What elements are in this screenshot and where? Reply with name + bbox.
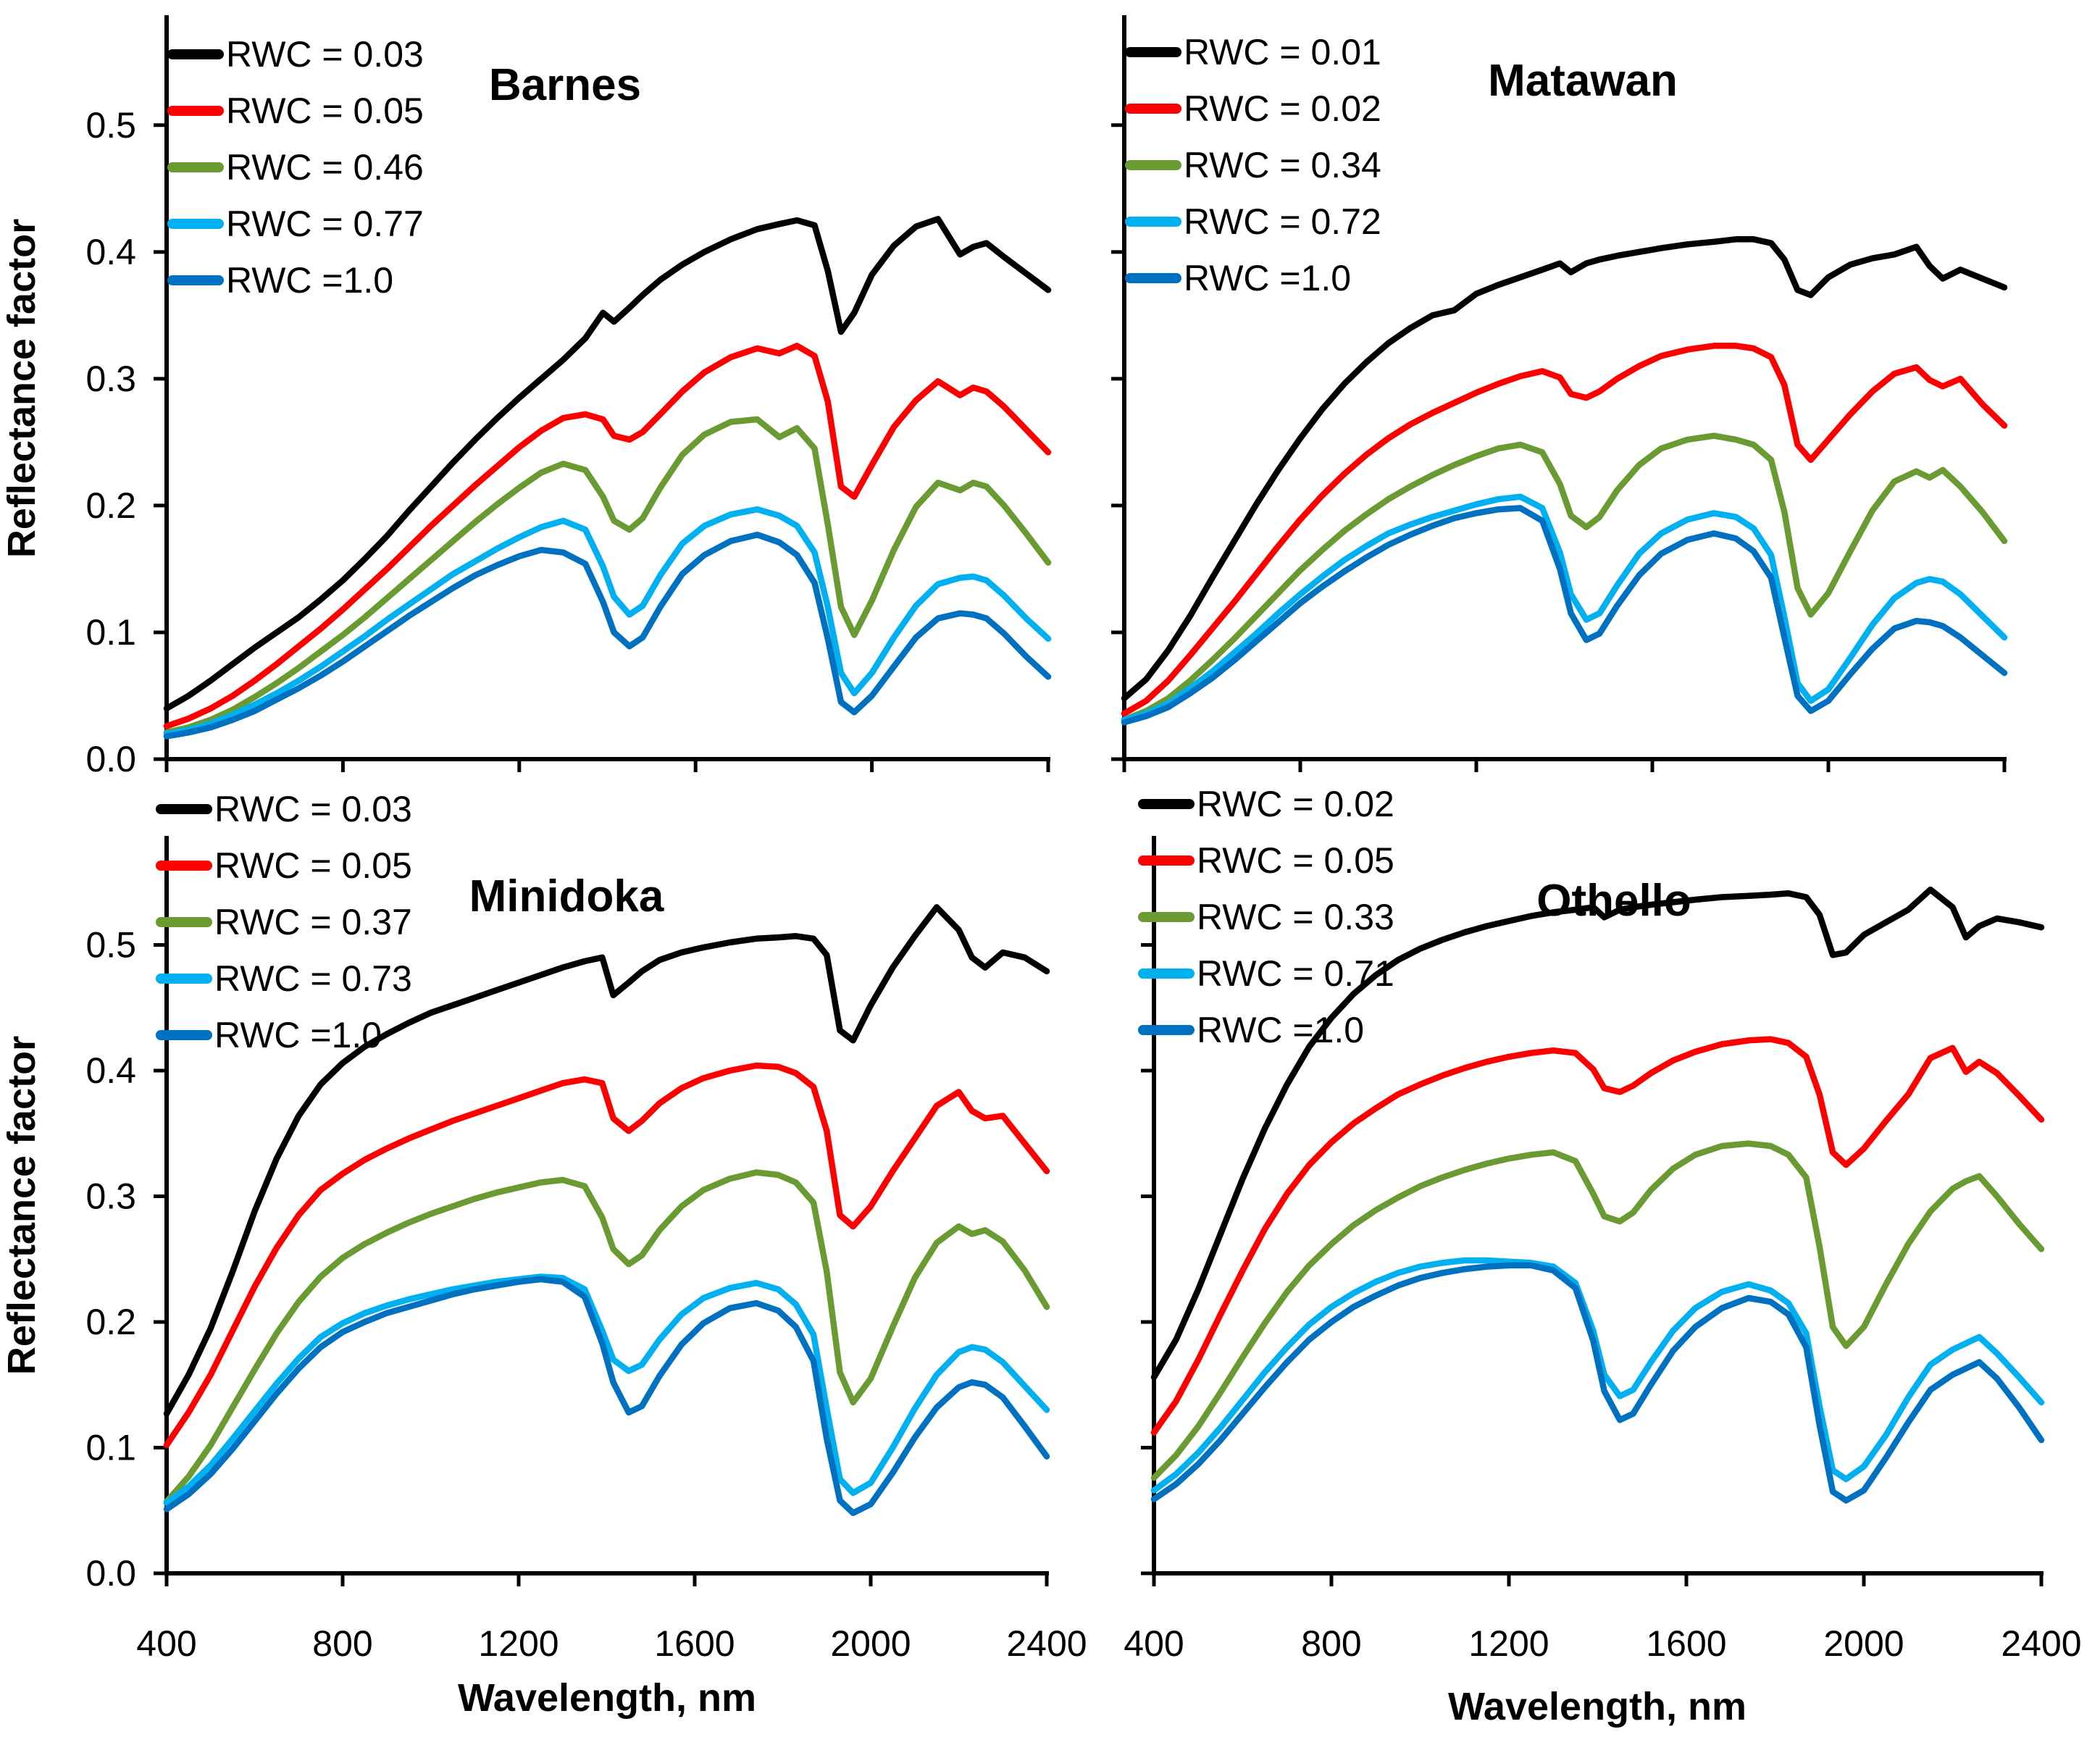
x-tick-label: 400 bbox=[1124, 1623, 1184, 1664]
legend-label-rwc-1.0: RWC =1.0 bbox=[226, 260, 393, 301]
curve-rwc-0.01 bbox=[1121, 236, 2008, 702]
panel-title-barnes: Barnes bbox=[489, 60, 641, 110]
panel-title-othello: Othello bbox=[1536, 876, 1691, 926]
y-tick-label: 0.1 bbox=[85, 612, 136, 653]
y-axis-title: Reflectance factor bbox=[0, 219, 43, 558]
panel-matawan: RWC = 0.01 RWC = 0.02 RWC = 0.34 RWC = 0.72… bbox=[1111, 15, 2008, 772]
curve-rwc-1.0 bbox=[1150, 1262, 2045, 1504]
panel-title-matawan: Matawan bbox=[1488, 56, 1678, 106]
legend-label-rwc-0.71: RWC = 0.71 bbox=[1197, 953, 1394, 994]
x-tick-label: 2000 bbox=[830, 1623, 911, 1664]
legend-label-rwc-0.34: RWC = 0.34 bbox=[1184, 145, 1381, 185]
legend-label-rwc-0.77: RWC = 0.77 bbox=[226, 204, 424, 244]
legend: RWC = 0.02 RWC = 0.05 RWC = 0.33 RWC = 0.71… bbox=[1138, 784, 1394, 1050]
y-tick-label: 0.0 bbox=[85, 1553, 136, 1594]
curve-rwc-0.02 bbox=[1150, 886, 2045, 1381]
legend: RWC = 0.03 RWC = 0.05 RWC = 0.37 RWC = 0.73… bbox=[156, 789, 412, 1055]
curve-rwc-0.02 bbox=[1121, 343, 2008, 717]
legend-label-rwc-0.01: RWC = 0.01 bbox=[1184, 32, 1381, 72]
curve-rwc-0.03 bbox=[163, 216, 1052, 712]
y-axis-title: Reflectance factor bbox=[0, 1036, 43, 1375]
y-tick-label: 0.4 bbox=[85, 232, 136, 272]
axis-lines bbox=[164, 836, 1049, 1575]
x-tick-label: 800 bbox=[312, 1623, 372, 1664]
panel-minidoka: 0.0 0.1 0.2 0.3 0.4 0.5 400 800 1200 1600 2000 2400… bbox=[0, 789, 1087, 1720]
x-tick-label: 1600 bbox=[1646, 1623, 1726, 1664]
curve-rwc-0.03 bbox=[163, 904, 1050, 1417]
x-tick-label: 2400 bbox=[2001, 1623, 2081, 1664]
legend-label-rwc-0.05: RWC = 0.05 bbox=[1197, 840, 1394, 881]
y-tick-label: 0.5 bbox=[85, 924, 136, 965]
curve-rwc-0.05 bbox=[1150, 1036, 2045, 1436]
x-axis-title: Wavelength, nm bbox=[458, 1676, 756, 1720]
curve-rwc-0.33 bbox=[1150, 1140, 2045, 1481]
curve-rwc-1.0 bbox=[163, 1276, 1050, 1516]
y-tick-label: 0.2 bbox=[85, 1302, 136, 1342]
legend-label-rwc-0.37: RWC = 0.37 bbox=[214, 902, 412, 942]
y-tick-label: 0.0 bbox=[85, 739, 136, 779]
legend: RWC = 0.03 RWC = 0.05 RWC = 0.46 RWC = 0.77… bbox=[167, 34, 424, 301]
curve-rwc-0.73 bbox=[163, 1273, 1050, 1507]
curve-rwc-1.0 bbox=[163, 531, 1052, 740]
y-tick-label: 0.3 bbox=[85, 359, 136, 399]
x-tick-label: 400 bbox=[136, 1623, 196, 1664]
x-tick-label: 1600 bbox=[654, 1623, 735, 1664]
y-tick-label: 0.1 bbox=[85, 1427, 136, 1468]
curve-rwc-0.77 bbox=[163, 506, 1052, 737]
y-tick-label: 0.2 bbox=[85, 485, 136, 526]
x-tick-label: 2000 bbox=[1823, 1623, 1904, 1664]
y-tick-label: 0.3 bbox=[85, 1176, 136, 1216]
legend-label-rwc-0.05: RWC = 0.05 bbox=[214, 845, 412, 886]
legend-label-rwc-0.33: RWC = 0.33 bbox=[1197, 897, 1394, 937]
legend-label-rwc-1.0: RWC =1.0 bbox=[214, 1015, 382, 1055]
y-tick-label: 0.5 bbox=[85, 105, 136, 146]
x-axis-title: Wavelength, nm bbox=[1448, 1685, 1746, 1728]
legend: RWC = 0.01 RWC = 0.02 RWC = 0.34 RWC = 0.72… bbox=[1125, 32, 1381, 298]
curve-rwc-0.05 bbox=[163, 1062, 1050, 1449]
x-tick-label: 2400 bbox=[1006, 1623, 1087, 1664]
legend-label-rwc-1.0: RWC =1.0 bbox=[1184, 258, 1351, 298]
curve-rwc-1.0 bbox=[1121, 505, 2008, 726]
x-tick-label: 1200 bbox=[478, 1623, 559, 1664]
legend-label-rwc-0.05: RWC = 0.05 bbox=[226, 91, 424, 131]
legend-label-rwc-0.72: RWC = 0.72 bbox=[1184, 201, 1381, 242]
panel-title-minidoka: Minidoka bbox=[469, 871, 664, 921]
curve-rwc-0.05 bbox=[163, 343, 1052, 729]
curve-rwc-0.71 bbox=[1150, 1257, 2045, 1494]
curve-rwc-0.72 bbox=[1121, 493, 2008, 723]
x-tick-label: 800 bbox=[1301, 1623, 1361, 1664]
legend-label-rwc-0.03: RWC = 0.03 bbox=[226, 34, 424, 75]
legend-label-rwc-0.03: RWC = 0.03 bbox=[214, 789, 412, 829]
curve-rwc-0.34 bbox=[1121, 432, 2008, 723]
legend-label-rwc-0.02: RWC = 0.02 bbox=[1197, 784, 1394, 824]
y-tick-label: 0.4 bbox=[85, 1050, 136, 1091]
legend-label-rwc-0.02: RWC = 0.02 bbox=[1184, 88, 1381, 129]
legend-label-rwc-0.46: RWC = 0.46 bbox=[226, 147, 424, 188]
legend-label-rwc-0.73: RWC = 0.73 bbox=[214, 958, 412, 999]
curve-rwc-0.46 bbox=[163, 416, 1052, 736]
x-tick-label: 1200 bbox=[1468, 1623, 1549, 1664]
legend-label-rwc-1.0: RWC =1.0 bbox=[1197, 1010, 1364, 1050]
curve-rwc-0.37 bbox=[163, 1169, 1050, 1505]
